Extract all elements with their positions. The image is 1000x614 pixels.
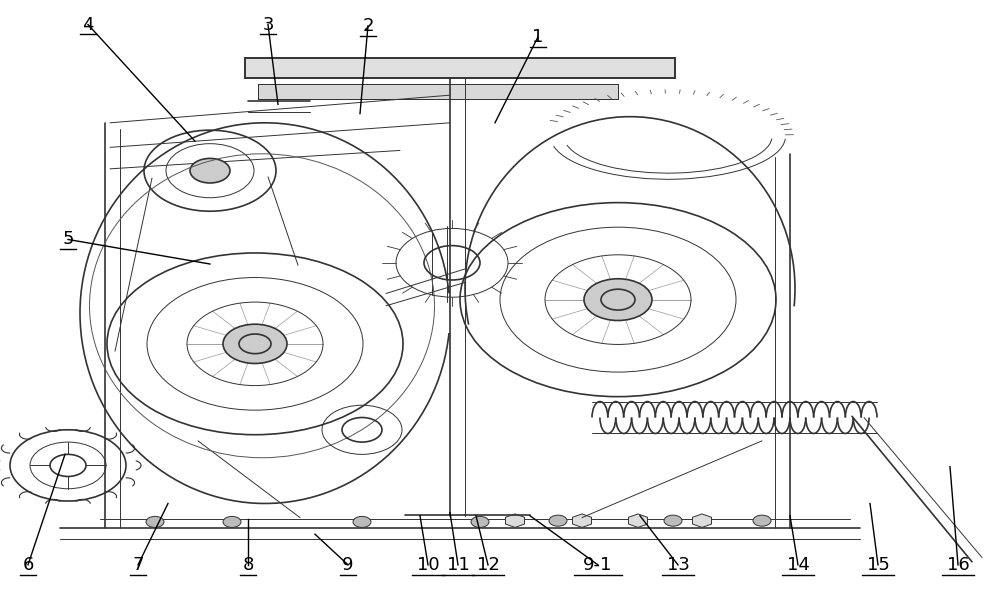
- Text: 11: 11: [447, 556, 469, 574]
- Text: 16: 16: [947, 556, 969, 574]
- Text: 14: 14: [787, 556, 809, 574]
- Text: 9: 9: [342, 556, 354, 574]
- Text: 2: 2: [362, 17, 374, 35]
- Circle shape: [146, 516, 164, 527]
- Bar: [258, 84, 618, 99]
- Text: 1: 1: [532, 28, 544, 46]
- Polygon shape: [692, 514, 712, 527]
- Polygon shape: [628, 514, 648, 527]
- Circle shape: [471, 516, 489, 527]
- Text: 13: 13: [667, 556, 689, 574]
- Circle shape: [223, 324, 287, 363]
- Circle shape: [223, 516, 241, 527]
- Bar: [258, 84, 618, 99]
- Text: 12: 12: [477, 556, 499, 574]
- Text: 7: 7: [132, 556, 144, 574]
- Text: 5: 5: [62, 230, 74, 249]
- Circle shape: [584, 279, 652, 321]
- Circle shape: [753, 515, 771, 526]
- Circle shape: [190, 158, 230, 183]
- Circle shape: [353, 516, 371, 527]
- Text: 9-1: 9-1: [583, 556, 613, 574]
- Polygon shape: [572, 514, 592, 527]
- Bar: [245, 58, 675, 78]
- Bar: [245, 58, 675, 78]
- Text: 15: 15: [867, 556, 889, 574]
- Text: 10: 10: [417, 556, 439, 574]
- Text: 3: 3: [262, 15, 274, 34]
- Text: 4: 4: [82, 15, 94, 34]
- Circle shape: [549, 515, 567, 526]
- Text: 6: 6: [22, 556, 34, 574]
- Text: 8: 8: [242, 556, 254, 574]
- Circle shape: [664, 515, 682, 526]
- Polygon shape: [505, 514, 525, 527]
